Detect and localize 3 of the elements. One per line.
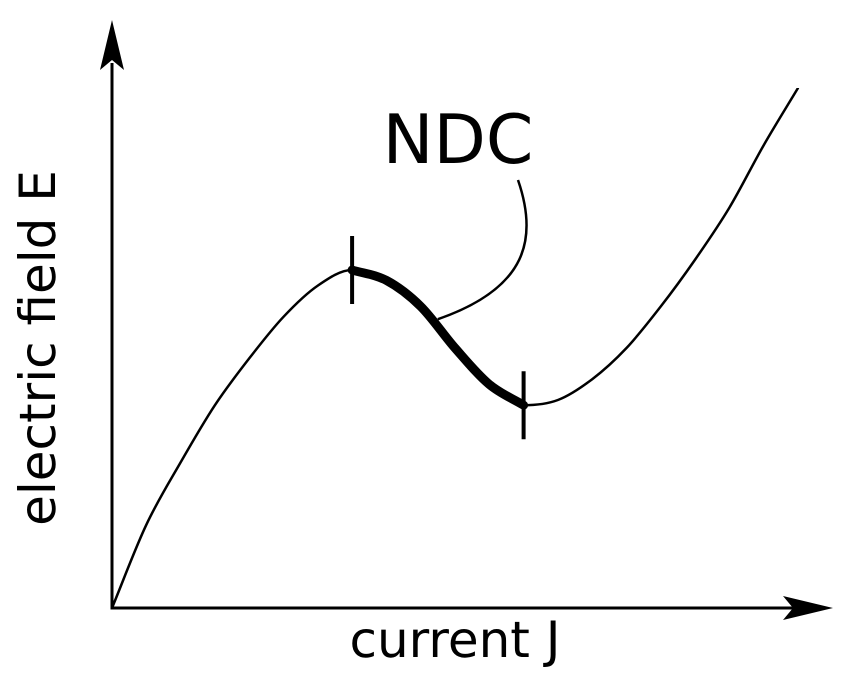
annotation: NDC [382, 101, 534, 180]
y-axis-title: electric field E [8, 170, 67, 526]
x-axis-title: current J [349, 610, 561, 669]
